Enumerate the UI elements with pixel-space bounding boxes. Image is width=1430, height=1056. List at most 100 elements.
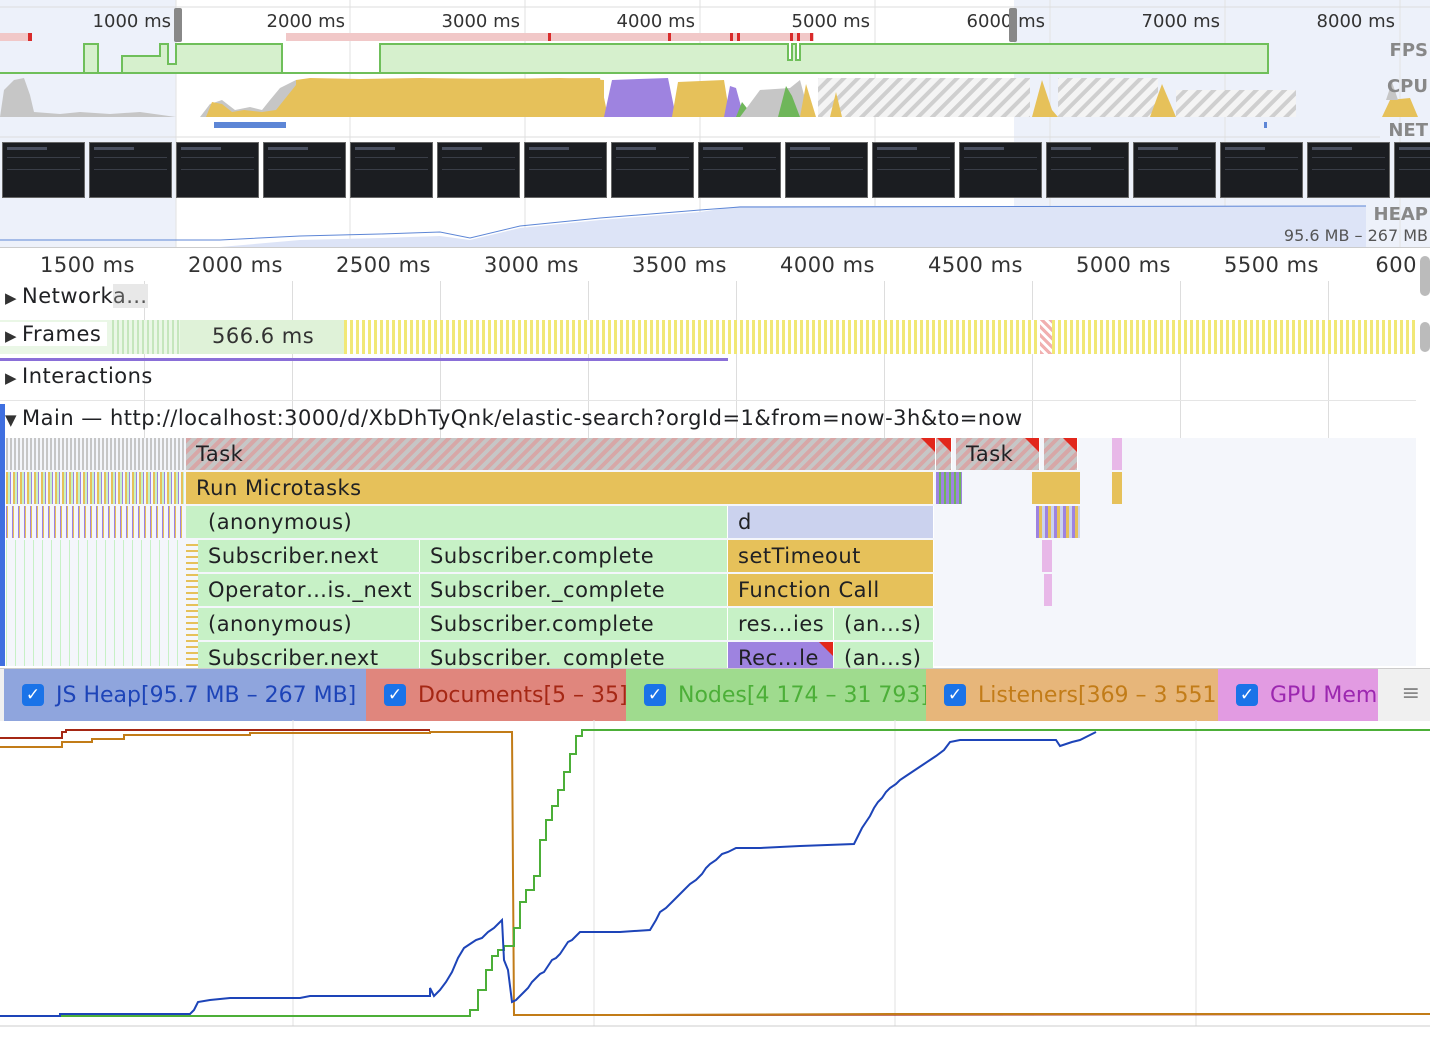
interaction-bar[interactable]: [0, 358, 728, 361]
operator-next-block[interactable]: Operator…is._next: [198, 574, 420, 606]
flame-label: Subscriber.next: [208, 544, 379, 568]
ruler-tick: 4500 ms: [927, 253, 1023, 277]
screenshot-thumbnail[interactable]: [1220, 142, 1303, 198]
screenshot-thumbnail[interactable]: [89, 142, 172, 198]
task-block[interactable]: Task: [186, 438, 936, 470]
dropped-frame[interactable]: [1040, 320, 1052, 354]
task-block[interactable]: [936, 438, 952, 470]
counter-js-heap[interactable]: ✓ JS Heap [95.7 MB – 267 MB]: [4, 669, 366, 721]
memory-counter-graph: [0, 720, 1430, 1027]
screenshot-thumbnail[interactable]: [785, 142, 868, 198]
network-track-header[interactable]: ▶ Networka…: [0, 284, 148, 308]
screenshot-thumbnail[interactable]: [1046, 142, 1129, 198]
screenshot-thumbnail[interactable]: [2, 142, 85, 198]
main-track-header[interactable]: ▼ Main — http://localhost:3000/d/XbDhTyQn…: [0, 406, 1023, 430]
set-timeout-block[interactable]: setTimeout: [728, 540, 934, 572]
counter-nodes[interactable]: ✓ Nodes [4 174 – 31 793]: [626, 669, 926, 721]
overview-tick: 1000 ms: [92, 11, 171, 32]
memory-grid: [292, 720, 1197, 1026]
subscriber-next-block[interactable]: Subscriber.next: [198, 540, 420, 572]
task-block[interactable]: [1112, 438, 1122, 470]
subscriber-underscore-complete-block[interactable]: Subscriber._complete: [420, 574, 728, 606]
small-tasks[interactable]: [6, 506, 184, 538]
checkbox-icon[interactable]: ✓: [22, 684, 44, 706]
interactions-track-header[interactable]: ▶ Interactions: [0, 364, 153, 388]
screenshot-thumbnail[interactable]: [959, 142, 1042, 198]
task-block[interactable]: Task: [956, 438, 1040, 470]
flame-block[interactable]: [1042, 540, 1052, 572]
cpu-graph: [0, 78, 1418, 117]
screenshot-thumbnail[interactable]: [872, 142, 955, 198]
flame-label: Subscriber.complete: [430, 544, 655, 568]
ruler-tick: 600: [1375, 253, 1417, 277]
counter-gpu-memory[interactable]: ✓ GPU Mem: [1218, 669, 1378, 721]
frames-track-header[interactable]: ▶ Frames: [0, 322, 108, 346]
subscriber-complete-block[interactable]: Subscriber.complete: [420, 608, 728, 640]
anonymous-block[interactable]: (an…s): [834, 608, 934, 640]
heap-label: HEAP: [1373, 204, 1428, 225]
timeline-ruler[interactable]: 1500 ms 2000 ms 2500 ms 3000 ms 3500 ms …: [0, 247, 1430, 282]
counter-documents[interactable]: ✓ Documents [5 – 35]: [366, 669, 626, 721]
anonymous-block[interactable]: (anonymous): [198, 608, 420, 640]
ruler-tick: 4000 ms: [779, 253, 875, 277]
checkbox-icon[interactable]: ✓: [384, 684, 406, 706]
checkbox-icon[interactable]: ✓: [1236, 684, 1258, 706]
flame-label: res…ies: [738, 612, 825, 636]
function-call-block[interactable]: Function Call: [728, 574, 934, 606]
documents-line: [0, 729, 1430, 1016]
subscriber-complete-block[interactable]: Subscriber.complete: [420, 540, 728, 572]
overview-graphs: [0, 0, 1430, 247]
expand-triangle-icon[interactable]: ▶: [4, 369, 18, 387]
counter-name: JS Heap: [56, 682, 141, 708]
resolve-queries-block[interactable]: res…ies: [728, 608, 834, 640]
screenshot-thumbnail[interactable]: [350, 142, 433, 198]
counter-listeners[interactable]: ✓ Listeners [369 – 3 551]: [926, 669, 1218, 721]
flame-label: Function Call: [738, 578, 880, 602]
screenshot-thumbnail[interactable]: [1307, 142, 1390, 198]
flame-block[interactable]: [1044, 574, 1052, 606]
screenshot-thumbnail[interactable]: [1133, 142, 1216, 198]
overview-selection-handle-left[interactable]: [174, 8, 182, 42]
screenshot-filmstrip[interactable]: [0, 142, 1430, 200]
screenshot-thumbnail[interactable]: [524, 142, 607, 198]
menu-icon[interactable]: ≡: [1401, 681, 1420, 706]
flame-block[interactable]: [936, 472, 962, 504]
screenshot-thumbnail[interactable]: [1394, 142, 1430, 198]
overview-selection-handle-right[interactable]: [1009, 8, 1017, 42]
d-block[interactable]: d: [728, 506, 934, 538]
warning-marker: [819, 642, 833, 656]
expand-triangle-icon[interactable]: ▶: [4, 289, 18, 307]
long-task-marker: [1025, 438, 1039, 452]
overview-tick: 6000 ms: [966, 11, 1045, 32]
flame-block[interactable]: [1112, 472, 1122, 504]
screenshot-thumbnail[interactable]: [611, 142, 694, 198]
anonymous-block[interactable]: (anonymous): [186, 506, 728, 538]
screenshot-thumbnail[interactable]: [263, 142, 346, 198]
frame-stripes[interactable]: [344, 320, 1416, 354]
flame-block[interactable]: [1032, 472, 1080, 504]
screenshot-thumbnail[interactable]: [698, 142, 781, 198]
small-tasks[interactable]: [6, 438, 184, 470]
listeners-line: [0, 731, 1430, 1016]
ruler-tick: 5000 ms: [1075, 253, 1171, 277]
frames-track[interactable]: 566.6 ms: [0, 320, 1416, 354]
flame-block[interactable]: [1036, 506, 1080, 538]
small-tasks[interactable]: [6, 472, 184, 504]
collapse-triangle-icon[interactable]: ▼: [4, 411, 18, 429]
screenshot-thumbnail[interactable]: [437, 142, 520, 198]
task-block[interactable]: [1044, 438, 1078, 470]
screenshot-thumbnail[interactable]: [176, 142, 259, 198]
fps-label: FPS: [1389, 40, 1428, 61]
timeline-overview[interactable]: 1000 ms 2000 ms 3000 ms 4000 ms 5000 ms …: [0, 0, 1430, 247]
small-tasks[interactable]: [6, 540, 184, 666]
timeline-scrollbar[interactable]: [1420, 322, 1430, 352]
checkbox-icon[interactable]: ✓: [944, 684, 966, 706]
heap-graph: [0, 206, 1366, 247]
flame-label: setTimeout: [738, 544, 861, 568]
timeline-scrollbar[interactable]: [1420, 256, 1430, 296]
expand-triangle-icon[interactable]: ▶: [4, 327, 18, 345]
run-microtasks-block[interactable]: Run Microtasks: [186, 472, 934, 504]
overview-tick: 3000 ms: [441, 11, 520, 32]
counter-range: [4 174 – 31 793]: [746, 682, 926, 708]
checkbox-icon[interactable]: ✓: [644, 684, 666, 706]
